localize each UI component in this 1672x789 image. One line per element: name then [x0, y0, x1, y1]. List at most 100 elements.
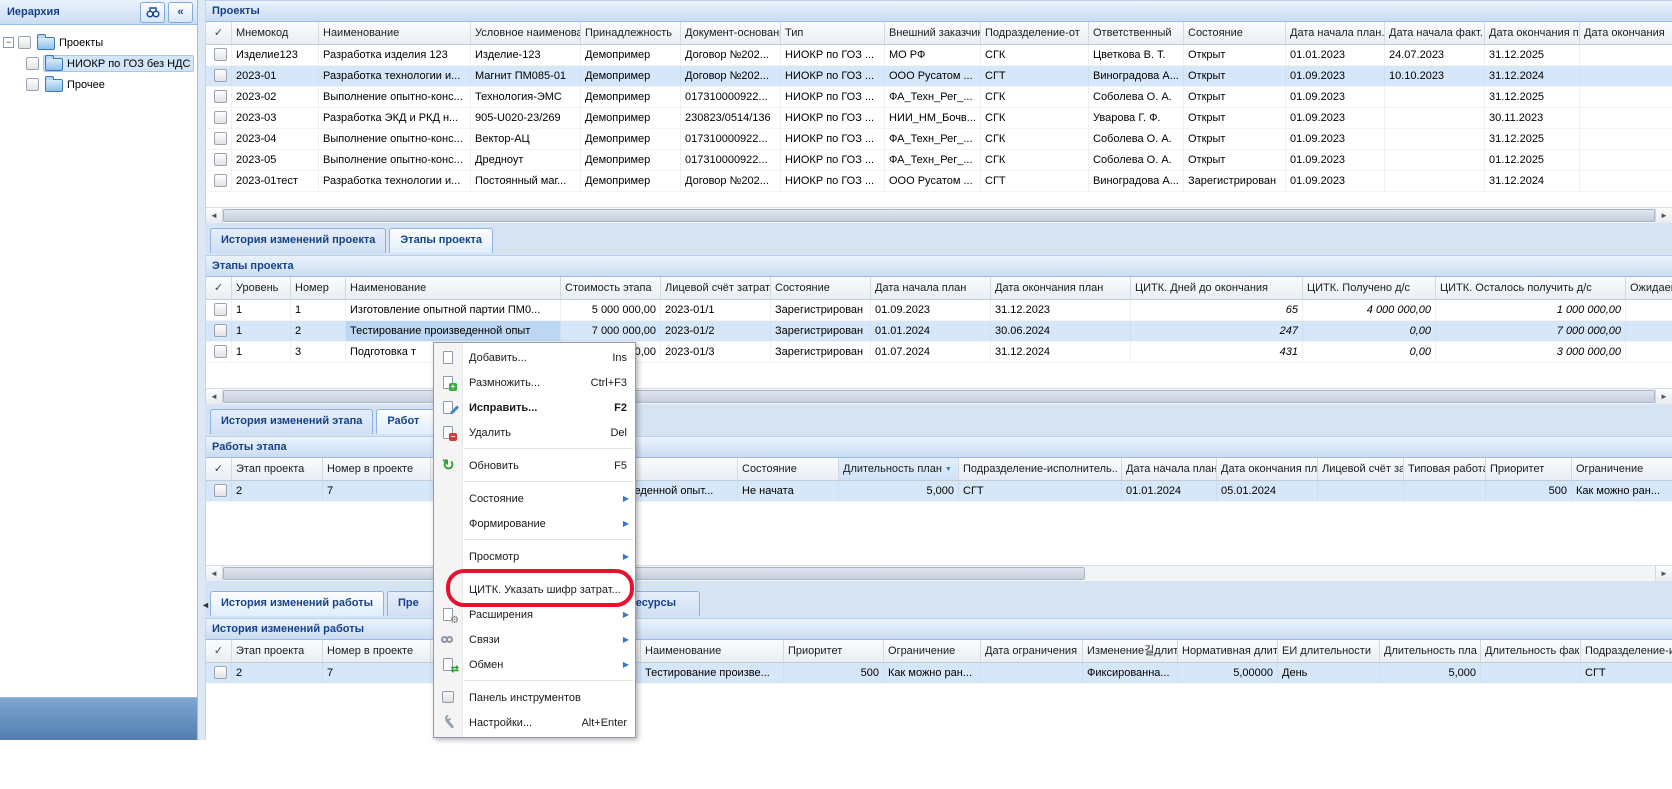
column-header[interactable]: ЕИ длительности — [1278, 640, 1380, 662]
table-cell[interactable]: Как можно ран... — [1572, 481, 1672, 501]
table-cell[interactable]: Открыт — [1184, 108, 1286, 128]
table-cell[interactable]: Зарегистрирован — [771, 300, 871, 320]
table-cell[interactable]: 1 — [232, 300, 291, 320]
table-cell[interactable]: СГТ — [1581, 663, 1672, 683]
row-checkbox-cell[interactable] — [206, 150, 232, 170]
table-row[interactable]: 2023-04 Выполнение опытно-конс... Вектор-А… — [206, 129, 1672, 150]
horizontal-scrollbar[interactable]: ◄ ► — [206, 565, 1672, 581]
table-cell[interactable]: Дредноут — [471, 150, 581, 170]
table-cell[interactable]: НИОКР по ГОЗ ... — [781, 87, 885, 107]
row-checkbox-cell[interactable] — [206, 87, 232, 107]
table-cell[interactable] — [1580, 87, 1672, 107]
table-cell[interactable]: Тестирование произведенной опыт — [346, 321, 561, 341]
table-cell[interactable]: 2023-05 — [232, 150, 319, 170]
table-cell[interactable]: Демопример — [581, 108, 681, 128]
menu-item[interactable]: Добавить... Ins — [434, 345, 635, 370]
tree-item[interactable]: НИОКР по ГОЗ без НДС — [0, 53, 197, 74]
table-cell[interactable]: Договор №202... — [681, 45, 781, 65]
tree-node[interactable]: НИОКР по ГОЗ без НДС — [43, 55, 195, 72]
horizontal-scrollbar[interactable]: ◄ ► — [206, 207, 1672, 223]
table-cell[interactable]: МО РФ — [885, 45, 981, 65]
column-header[interactable]: Нормативная длит — [1178, 640, 1278, 662]
tree-item[interactable]: Прочее — [0, 74, 197, 95]
column-header[interactable]: Подразделение-и — [1581, 640, 1672, 662]
table-cell[interactable]: 01.09.2023 — [1286, 150, 1385, 170]
column-header[interactable]: Документ-основание — [681, 22, 781, 44]
table-cell[interactable]: Уварова Г. Ф. — [1089, 108, 1184, 128]
table-cell[interactable]: 017310000922... — [681, 87, 781, 107]
column-header[interactable]: Длительность план ▼ — [839, 458, 959, 480]
column-header[interactable]: Принадлежность — [581, 22, 681, 44]
table-cell[interactable]: 5,00000 — [1178, 663, 1278, 683]
menu-item[interactable]: Состояние ▶ — [434, 486, 635, 511]
table-cell[interactable]: 01.09.2023 — [1286, 87, 1385, 107]
table-cell[interactable]: НИОКР по ГОЗ ... — [781, 171, 885, 191]
menu-item[interactable]: Настройки... Alt+Enter — [434, 710, 635, 735]
row-checkbox[interactable] — [214, 666, 227, 679]
tree-node[interactable]: Прочее — [43, 76, 109, 93]
table-cell[interactable]: 7 — [323, 481, 431, 501]
column-header[interactable]: Наименование — [346, 277, 561, 299]
table-cell[interactable] — [1580, 171, 1672, 191]
table-cell[interactable]: НИОКР по ГОЗ ... — [781, 66, 885, 86]
menu-item[interactable]: Обмен ▶ — [434, 652, 635, 677]
table-cell[interactable]: СГТ — [981, 66, 1089, 86]
table-cell[interactable]: Изготовление опытной партии ПМ0... — [346, 300, 561, 320]
column-header[interactable]: Ответственный — [1089, 22, 1184, 44]
table-cell[interactable]: 2 — [232, 663, 323, 683]
table-cell[interactable]: 431 — [1131, 342, 1303, 362]
menu-item[interactable]: Просмотр ▶ — [434, 544, 635, 569]
tab-этапы-проекта[interactable]: Этапы проекта — [389, 228, 493, 253]
row-checkbox-cell[interactable] — [206, 108, 232, 128]
column-header[interactable]: Дата окончания — [1580, 22, 1672, 44]
table-cell[interactable]: 7 000 000,00 — [561, 321, 661, 341]
scroll-right-icon[interactable]: ► — [1655, 566, 1672, 581]
tree-node[interactable]: Проекты — [35, 34, 107, 51]
table-cell[interactable]: 31.12.2024 — [991, 342, 1131, 362]
table-cell[interactable] — [1626, 321, 1672, 341]
row-checkbox[interactable] — [214, 345, 227, 358]
table-cell[interactable] — [1404, 481, 1486, 501]
table-cell[interactable]: Договор №202... — [681, 171, 781, 191]
table-cell[interactable]: 2023-01 — [232, 66, 319, 86]
table-cell[interactable]: 0,00 — [1303, 321, 1436, 341]
table-cell[interactable]: НИОКР по ГОЗ ... — [781, 45, 885, 65]
column-header[interactable]: Дата окончания план — [1217, 458, 1318, 480]
table-cell[interactable]: Демопример — [581, 129, 681, 149]
tab-история-изменений-работы[interactable]: История изменений работы — [210, 591, 384, 616]
column-header[interactable]: Номер в проекте — [323, 640, 431, 662]
table-cell[interactable]: ООО Русатом ... — [885, 66, 981, 86]
table-cell[interactable]: Тестирование произве... — [641, 663, 784, 683]
table-cell[interactable]: 01.01.2023 — [1286, 45, 1385, 65]
column-header[interactable]: ЦИТК. Осталось получить д/с — [1436, 277, 1626, 299]
table-cell[interactable]: 01.09.2023 — [1286, 171, 1385, 191]
table-cell[interactable]: ФА_Техн_Рег_... — [885, 150, 981, 170]
table-cell[interactable]: 3 000 000,00 — [1436, 342, 1626, 362]
column-header[interactable]: Подразделение-исполнитель.. — [959, 458, 1122, 480]
scroll-left-icon[interactable]: ◄ — [206, 566, 223, 581]
select-column-header[interactable]: ✓ — [206, 277, 232, 299]
table-cell[interactable]: 905-U020-23/269 — [471, 108, 581, 128]
table-cell[interactable]: 2023-03 — [232, 108, 319, 128]
table-cell[interactable]: 5,000 — [1380, 663, 1481, 683]
row-checkbox[interactable] — [214, 153, 227, 166]
menu-item[interactable]: Удалить Del — [434, 420, 635, 445]
table-cell[interactable]: НИОКР по ГОЗ ... — [781, 129, 885, 149]
table-cell[interactable]: Демопример — [581, 171, 681, 191]
column-header[interactable]: Тип — [781, 22, 885, 44]
table-cell[interactable]: 31.12.2025 — [1485, 45, 1580, 65]
table-cell[interactable]: ООО Русатом ... — [885, 171, 981, 191]
table-cell[interactable] — [1580, 150, 1672, 170]
table-cell[interactable]: 31.12.2024 — [1485, 66, 1580, 86]
table-cell[interactable]: 01.07.2024 — [871, 342, 991, 362]
table-cell[interactable]: Соболева О. А. — [1089, 129, 1184, 149]
row-checkbox-cell[interactable] — [206, 481, 232, 501]
menu-item[interactable]: Формирование ▶ — [434, 511, 635, 536]
table-cell[interactable]: 2023-01/1 — [661, 300, 771, 320]
table-cell[interactable]: Технология-ЭМС — [471, 87, 581, 107]
column-header[interactable]: Стоимость этапа — [561, 277, 661, 299]
table-cell[interactable]: Открыт — [1184, 66, 1286, 86]
row-checkbox-cell[interactable] — [206, 300, 232, 320]
column-header[interactable]: Дата начала план. — [1286, 22, 1385, 44]
